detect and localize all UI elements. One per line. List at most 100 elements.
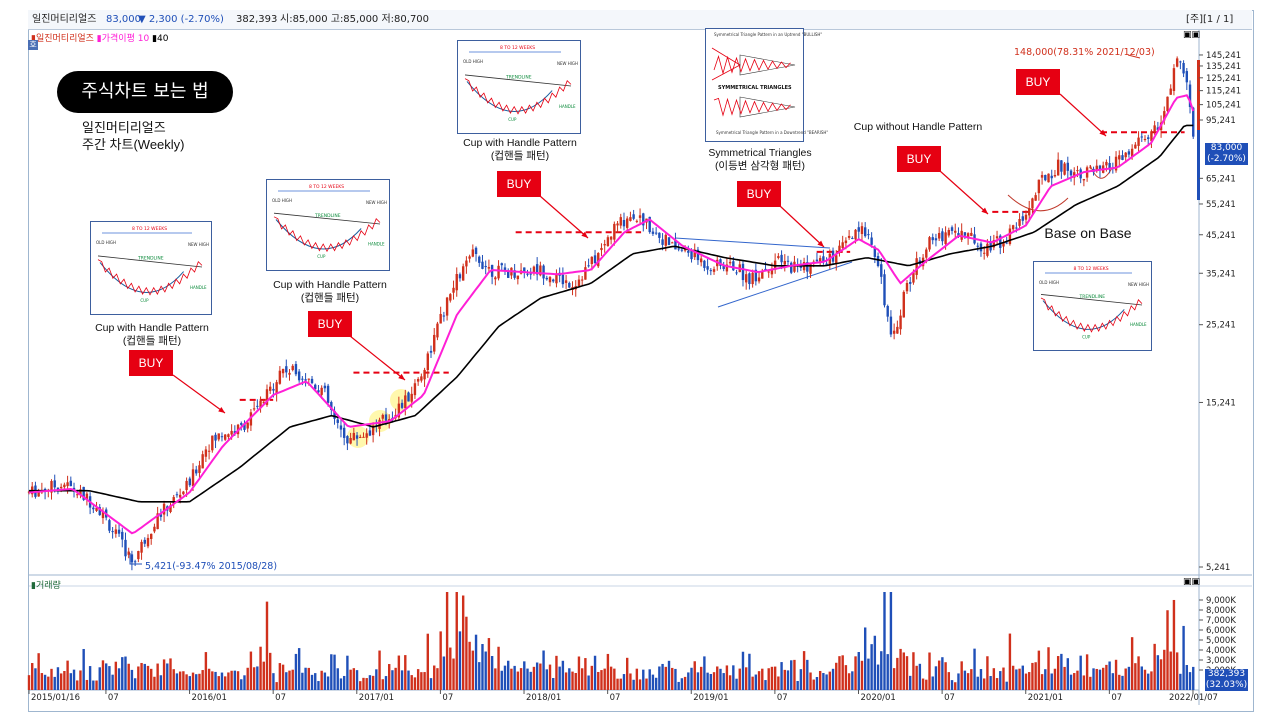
- candle-body: [346, 436, 349, 444]
- volume-bar: [278, 663, 282, 690]
- candle-body: [687, 250, 690, 253]
- candle-body: [818, 258, 822, 262]
- volume-bar: [381, 679, 384, 690]
- volume-bar: [957, 673, 960, 690]
- volume-bar: [828, 671, 832, 690]
- candle-body: [860, 226, 864, 235]
- volume-bar: [1085, 654, 1089, 690]
- volume-bar: [780, 662, 783, 690]
- candle-body: [117, 529, 121, 534]
- volume-bar: [500, 670, 503, 690]
- candle-body: [1021, 216, 1024, 221]
- candle-body: [1028, 208, 1031, 216]
- candle-body: [1150, 131, 1153, 142]
- volume-bar: [722, 673, 725, 690]
- candle-body: [114, 529, 118, 534]
- volume-bar: [970, 669, 973, 690]
- volume-bar: [445, 592, 449, 690]
- cup-handle-thumb-4: [1033, 261, 1152, 351]
- page-indicator[interactable]: [주][1 / 1]: [1186, 14, 1234, 25]
- volume-bar: [384, 676, 388, 690]
- volume-bar: [371, 675, 375, 690]
- last-volume-box: 382,393 (32.03%): [1205, 669, 1248, 691]
- volume-bar: [754, 674, 758, 690]
- volume-tick-label: 7,000K: [1206, 616, 1236, 626]
- volume-bar: [314, 673, 317, 690]
- volume-bar: [751, 676, 754, 690]
- candle-body: [468, 256, 471, 259]
- price-pane-buttons[interactable]: ▣▣: [1183, 30, 1201, 40]
- volume-bar: [619, 678, 622, 690]
- candle-body: [629, 217, 632, 221]
- volume-bar: [162, 659, 166, 690]
- candle-body: [764, 268, 767, 271]
- time-tick-label: 2017/01: [359, 693, 394, 703]
- volume-bar: [687, 672, 690, 690]
- volume-bar: [124, 656, 127, 690]
- caption-5: Cup without Handle Pattern: [853, 121, 983, 133]
- candle-body: [256, 405, 259, 407]
- volume-bar: [1053, 668, 1057, 690]
- volume-bar: [1143, 669, 1147, 690]
- volume-bar: [468, 641, 471, 690]
- candle-body: [1163, 111, 1166, 121]
- volume-bar: [127, 663, 130, 690]
- candle-body: [185, 480, 188, 491]
- volume-bar: [744, 667, 748, 690]
- caption-2-en: Cup with Handle Pattern: [273, 279, 387, 291]
- candle-body: [1153, 125, 1156, 132]
- volume-bar: [240, 679, 243, 690]
- volume-bar: [92, 680, 95, 690]
- volume-bar: [548, 664, 552, 690]
- low-marker: [129, 553, 142, 565]
- volume-bar: [72, 669, 76, 690]
- buy-arrowhead: [398, 373, 405, 380]
- candle-body: [201, 454, 204, 469]
- side-tag[interactable]: 호: [28, 40, 38, 50]
- volume-bar: [706, 672, 709, 690]
- volume-bar: [195, 674, 198, 690]
- volume-bar: [1137, 656, 1140, 690]
- candle-body: [1130, 148, 1134, 157]
- volume-bar: [851, 671, 854, 690]
- candle-body: [912, 272, 915, 283]
- base-curve-1: [1007, 194, 1069, 212]
- volume-bar: [876, 664, 880, 690]
- volume-bar: [1056, 656, 1060, 690]
- candle-body: [92, 507, 95, 510]
- volume-bar: [31, 663, 34, 690]
- candle-body: [741, 263, 745, 281]
- volume-bar: [404, 655, 407, 690]
- candle-body: [50, 481, 53, 493]
- volume-bar: [645, 678, 648, 690]
- candle-body: [397, 403, 401, 418]
- volume-bar: [822, 673, 825, 690]
- high-annotation: 148,000(78.31% 2021/12/03): [1014, 47, 1155, 58]
- volume-tick-label: 6,000K: [1206, 626, 1236, 636]
- volume-bar: [921, 678, 925, 690]
- candle-body: [458, 274, 462, 279]
- candle-body: [950, 227, 954, 231]
- buy-tag-3: BUY: [497, 171, 541, 197]
- volume-bar: [1005, 681, 1008, 690]
- volume-pane-buttons[interactable]: ▣▣: [1183, 577, 1201, 587]
- candle-body: [1098, 165, 1102, 170]
- caption-2-ko: (컵핸들 패턴): [300, 292, 360, 304]
- stock-name[interactable]: 일진머티리얼즈: [32, 14, 97, 25]
- volume-bar: [1069, 674, 1073, 690]
- candle-body: [725, 264, 729, 272]
- candle-body: [227, 434, 230, 438]
- volume-bar: [857, 652, 860, 690]
- volume-bar: [211, 671, 214, 690]
- caption-4-en: Symmetrical Triangles: [708, 147, 812, 159]
- time-tick-label: 07: [108, 693, 119, 703]
- candle-body: [632, 214, 635, 219]
- candle-body: [101, 510, 105, 519]
- candle-body: [288, 372, 291, 375]
- candle-body: [79, 489, 82, 495]
- volume-bar: [526, 668, 529, 690]
- price-tick-label: 135,241: [1206, 62, 1241, 72]
- volume-bar: [863, 627, 867, 690]
- volume-bar: [1114, 659, 1118, 690]
- candle-body: [1156, 127, 1160, 131]
